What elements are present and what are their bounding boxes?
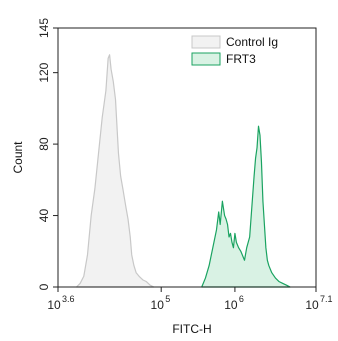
y-axis-title: Count bbox=[11, 141, 25, 174]
x-tick-base: 10 bbox=[224, 298, 238, 312]
legend-swatch bbox=[191, 35, 221, 49]
series-area-control-ig bbox=[75, 54, 155, 288]
x-tick-base: 10 bbox=[151, 298, 165, 312]
series-area-frt3 bbox=[201, 125, 291, 288]
y-tick-label: 0 bbox=[37, 283, 51, 290]
x-tick-label: 10 7.1 bbox=[305, 294, 332, 312]
legend-label: FRT3 bbox=[226, 52, 256, 66]
y-tick-label: 145 bbox=[37, 18, 51, 38]
y-tick-label: 40 bbox=[37, 209, 51, 223]
x-tick-base: 10 bbox=[47, 298, 61, 312]
x-tick-base: 10 bbox=[305, 298, 319, 312]
x-tick-exponent: 3.6 bbox=[62, 294, 75, 304]
x-tick-exponent: 5 bbox=[165, 294, 170, 304]
plot-frame bbox=[57, 27, 317, 288]
y-tick-label: 120 bbox=[37, 62, 51, 82]
x-axis-title: FITC-H bbox=[172, 322, 211, 336]
x-tick-exponent: 6 bbox=[239, 294, 244, 304]
plot-area bbox=[75, 54, 291, 288]
x-tick-label: 10 3.6 bbox=[47, 294, 74, 312]
legend-swatch bbox=[191, 52, 221, 66]
x-tick-label: 10 5 bbox=[151, 294, 171, 312]
x-tick-label: 10 6 bbox=[224, 294, 244, 312]
y-tick-label: 80 bbox=[37, 137, 51, 151]
legend-label: Control Ig bbox=[226, 35, 278, 49]
legend: Control Ig FRT3 bbox=[191, 35, 278, 66]
x-tick-exponent: 7.1 bbox=[320, 294, 333, 304]
